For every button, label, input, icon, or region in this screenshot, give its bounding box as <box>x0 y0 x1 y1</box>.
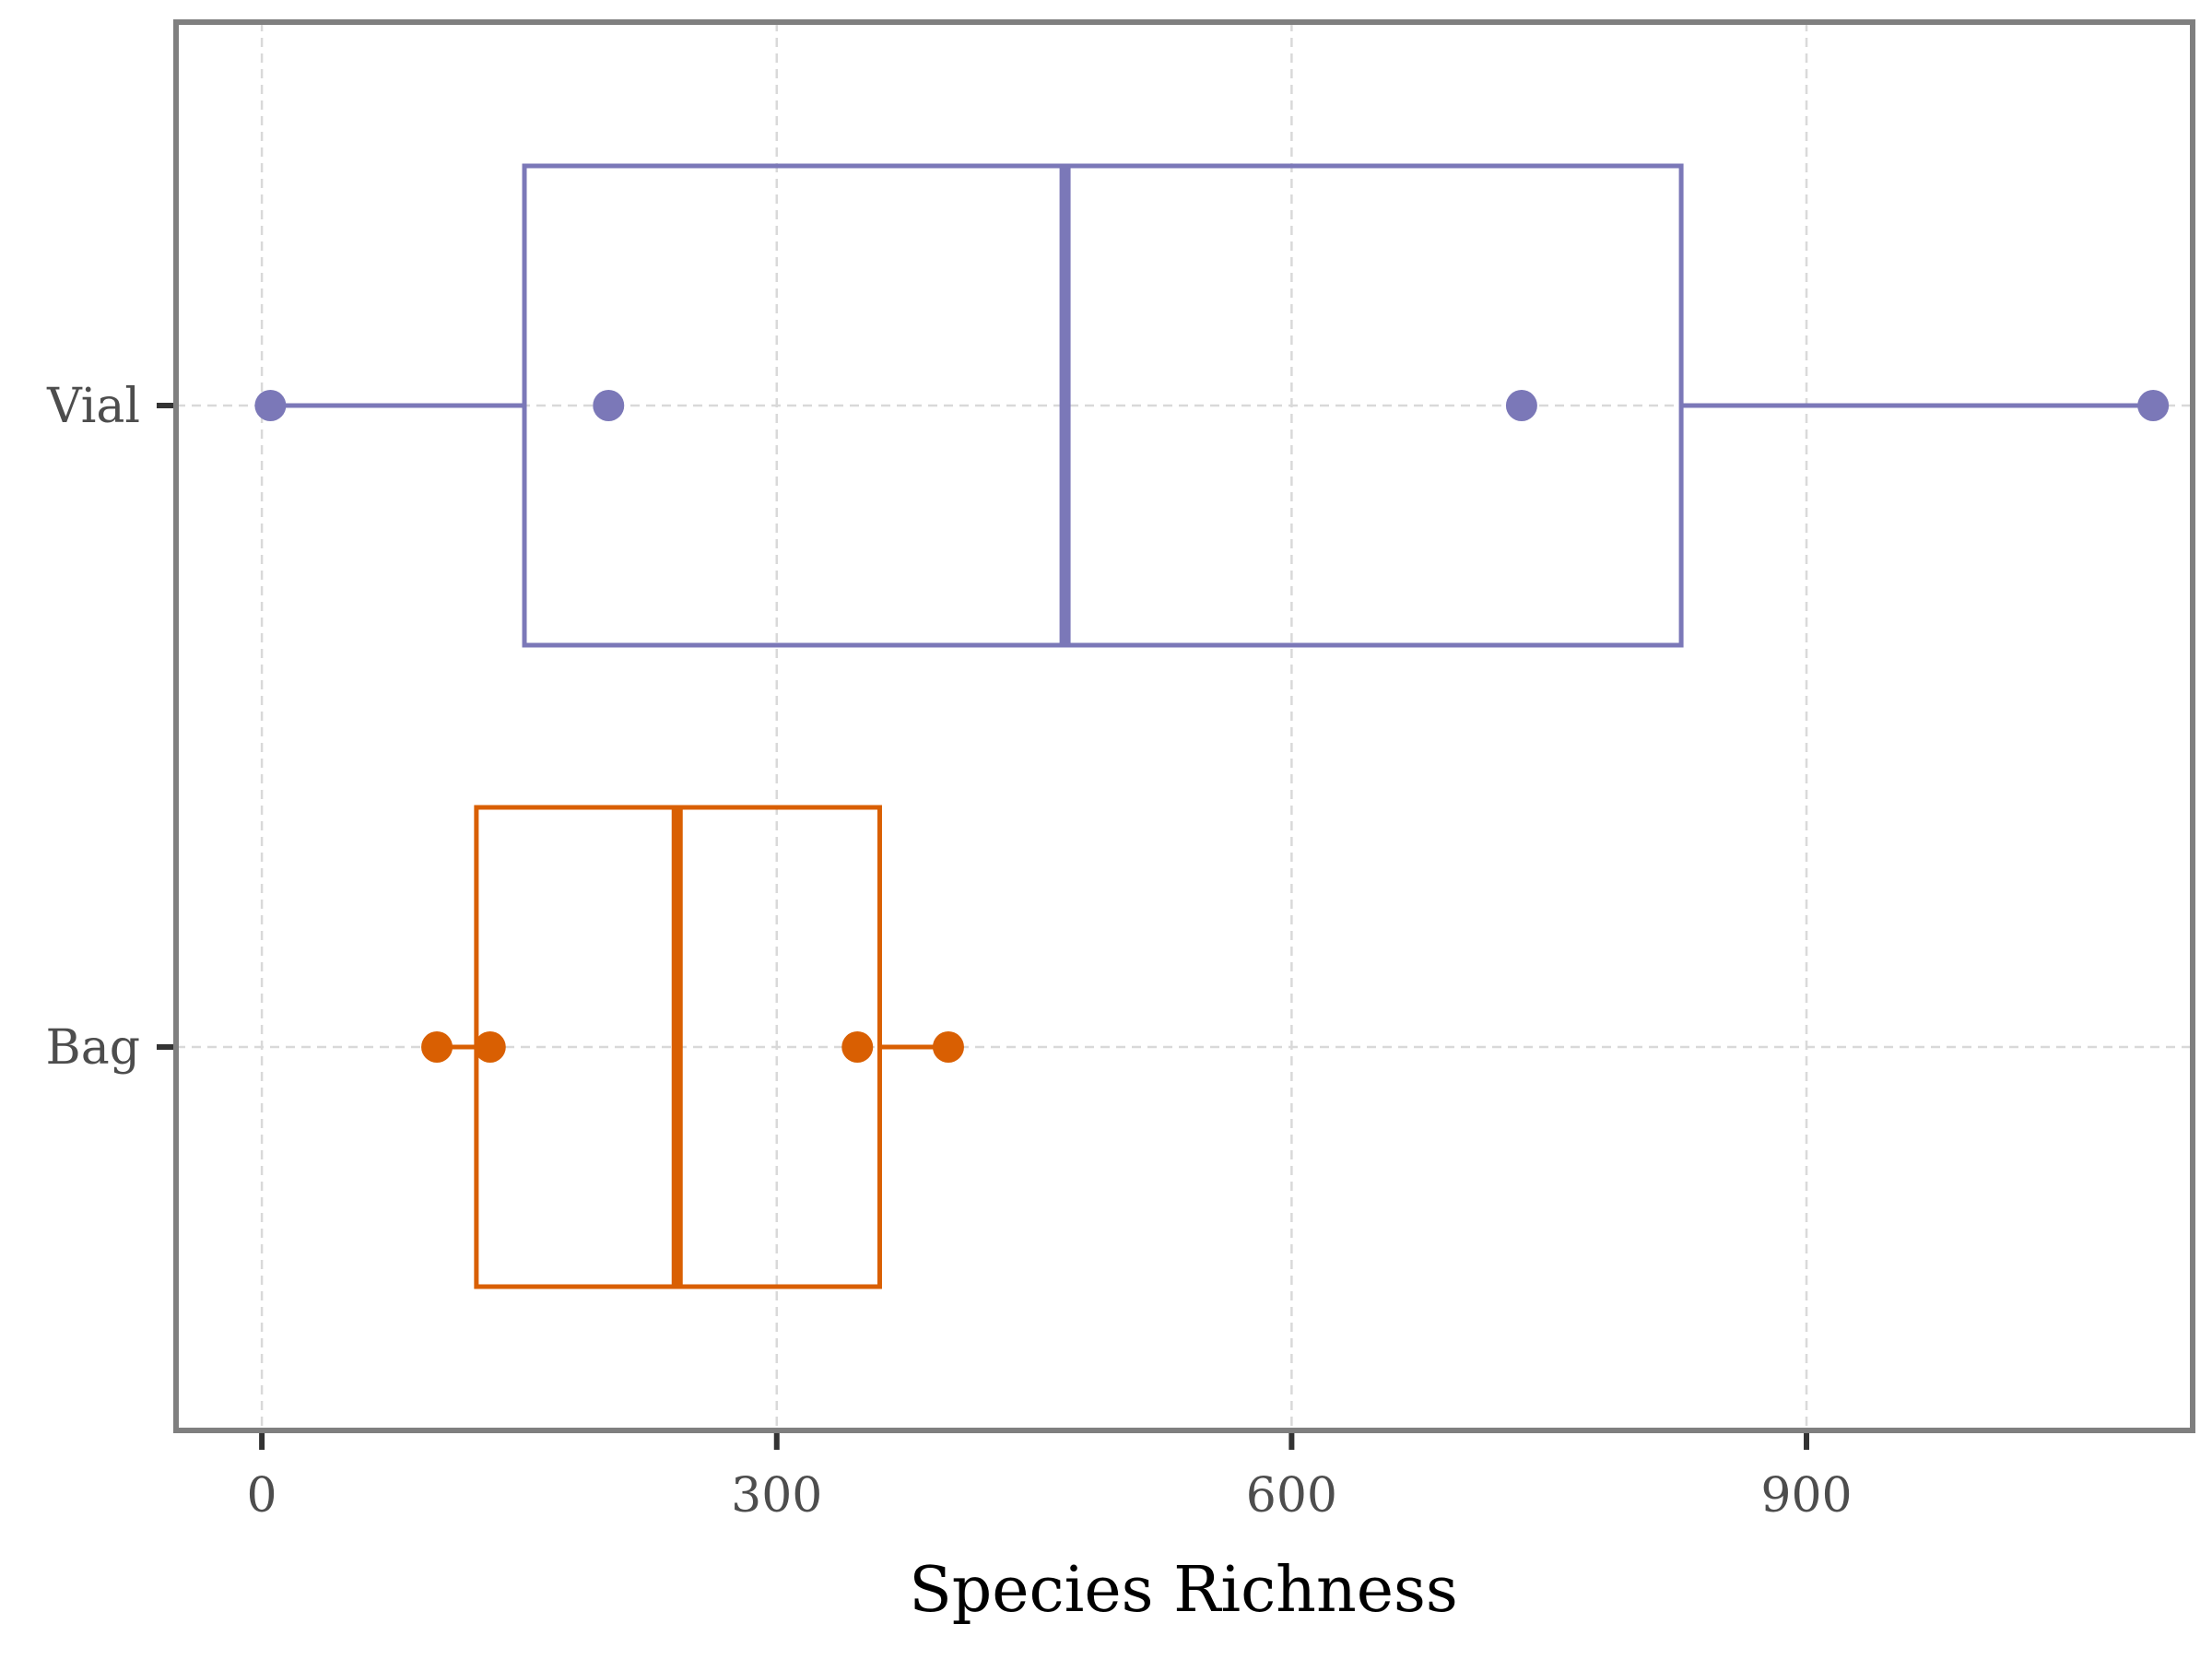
x-tick-label: 300 <box>731 1468 822 1524</box>
x-tick-label: 600 <box>1246 1468 1337 1524</box>
axes: Vial Bag 0 300 600 900 <box>45 379 1852 1524</box>
box-iqr <box>522 163 1684 648</box>
x-tick-label: 0 <box>247 1468 277 1524</box>
x-tick-label: 900 <box>1760 1468 1852 1524</box>
data-point <box>593 390 625 421</box>
data-point <box>421 1031 453 1063</box>
data-point <box>254 390 287 421</box>
data-point <box>1505 390 1537 421</box>
plot-panel-border <box>173 19 2195 1433</box>
data-point <box>932 1031 964 1063</box>
data-point <box>2137 390 2170 421</box>
box-bag <box>421 805 964 1289</box>
y-tick-label: Bag <box>45 1020 140 1076</box>
x-axis-title: Species Richness <box>909 1554 1458 1627</box>
y-tick-label: Vial <box>46 379 140 434</box>
box-vial <box>254 163 2170 648</box>
data-point <box>841 1031 874 1063</box>
data-point <box>474 1031 506 1063</box>
box-series <box>254 163 2170 1289</box>
